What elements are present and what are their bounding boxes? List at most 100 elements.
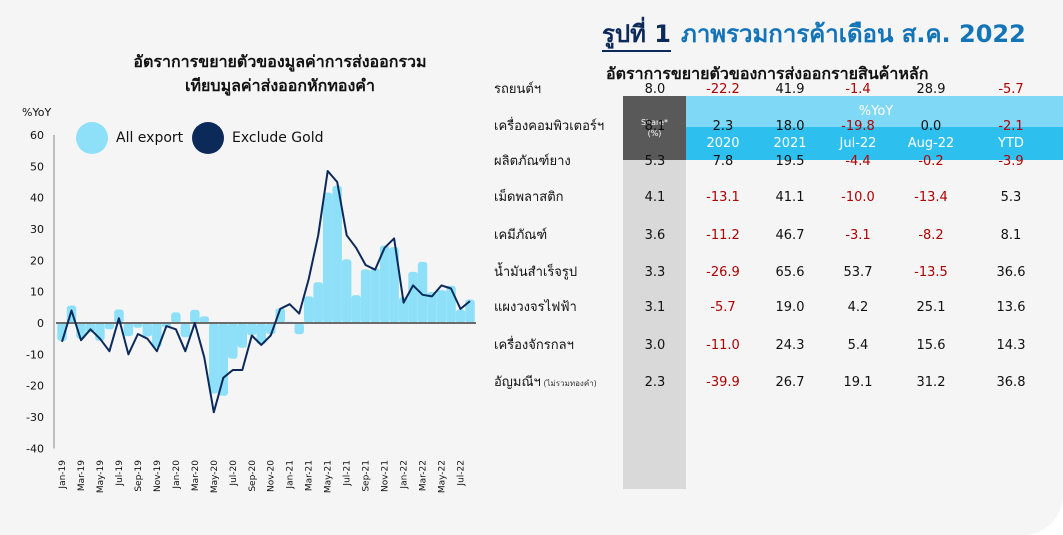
value-cell: 13.6	[996, 300, 1026, 315]
x-tick-label: Sep-20	[248, 460, 258, 492]
share-header: Share* (%)	[623, 96, 686, 160]
share-cell: 8.1	[644, 119, 666, 134]
area-bar-all-export	[351, 295, 361, 323]
share-cell: 3.1	[644, 300, 666, 315]
value-cell: 5.3	[1000, 190, 1022, 205]
share-header-line-2: (%)	[647, 129, 662, 138]
area-bar-all-export	[294, 323, 304, 335]
x-tick-label: Sep-21	[362, 460, 372, 492]
yoy-group-header: %YoY	[686, 96, 1063, 127]
area-bar-all-export	[436, 290, 447, 323]
row-label-text: ผลิตภัณฑ์ยาง	[494, 154, 571, 169]
row-label: เคมีภัณฑ์	[494, 226, 547, 246]
x-tick-label: May-22	[438, 460, 448, 493]
area-bar-all-export	[332, 185, 342, 323]
y-tick-label: 50	[30, 160, 44, 173]
value-cell: 28.9	[916, 82, 946, 97]
area-bar-all-export	[427, 291, 437, 323]
column-header-aug-22: Aug-22	[907, 136, 955, 151]
value-cell: -2.1	[998, 119, 1024, 134]
area-bar-all-export	[341, 259, 352, 323]
value-cell: 41.1	[775, 190, 805, 205]
value-cell: 19.5	[775, 154, 805, 169]
value-cell: -39.9	[706, 375, 740, 390]
value-cell: -5.7	[998, 82, 1024, 97]
line-exclude-gold	[61, 170, 471, 414]
value-cell: 25.1	[916, 300, 946, 315]
value-cell: 0.0	[920, 119, 942, 134]
y-tick-label: 60	[30, 129, 44, 142]
row-label: เม็ดพลาสติก	[494, 188, 564, 208]
area-bar-all-export	[370, 268, 380, 323]
x-tick-label: Mar-19	[77, 460, 87, 491]
x-tick-label: Jan-21	[286, 460, 296, 490]
row-label-text: เคมีภัณฑ์	[494, 228, 548, 243]
value-cell: 53.7	[843, 265, 873, 280]
value-cell: -22.2	[706, 82, 740, 97]
share-cell: 3.6	[644, 228, 666, 243]
area-bar-all-export	[199, 316, 210, 323]
row-label-text: เครื่องจักรกลฯ	[494, 338, 574, 353]
figure-heading: ภาพรวมการค้าเดือน ส.ค. 2022	[681, 20, 1026, 48]
value-cell: 15.6	[916, 338, 946, 353]
x-tick-label: Sep-19	[134, 460, 144, 492]
x-tick-label: Jan-19	[58, 460, 68, 490]
value-cell: 36.8	[996, 375, 1026, 390]
page-title: รูปที่ 1 ภาพรวมการค้าเดือน ส.ค. 2022	[602, 14, 1026, 53]
figure-number: รูปที่ 1	[602, 20, 671, 52]
share-cell: 3.0	[644, 338, 666, 353]
share-cell: 4.1	[644, 190, 666, 205]
area-bar-all-export	[104, 323, 115, 330]
legend-all-export: All export	[76, 122, 183, 154]
value-cell: 19.1	[843, 375, 873, 390]
chart-title-line-1: อัตราการขยายตัวของมูลค่าการส่งออกรวม	[133, 52, 427, 71]
column-header-jul-22: Jul-22	[839, 136, 877, 151]
x-tick-label: Jul-21	[343, 460, 353, 487]
value-cell: 19.0	[775, 300, 805, 315]
value-cell: 46.7	[775, 228, 805, 243]
value-cell: -4.4	[845, 154, 871, 169]
column-header-row	[686, 127, 1063, 160]
value-cell: 7.8	[712, 154, 734, 169]
row-label: เครื่องคอมพิวเตอร์ฯ	[494, 117, 604, 137]
y-tick-label: -10	[26, 348, 44, 361]
y-tick-label: 30	[30, 223, 44, 236]
value-cell: -0.2	[918, 154, 944, 169]
area-bar-all-export	[114, 309, 124, 323]
share-cell: 8.0	[644, 82, 666, 97]
column-header-2021: 2021	[773, 136, 807, 151]
area-bar-all-export	[133, 323, 143, 328]
share-header-line-1: Share*	[640, 118, 669, 127]
x-tick-label: Jul-22	[457, 460, 467, 487]
value-cell: 14.3	[996, 338, 1026, 353]
row-label: อัญมณีฯ (ไม่รวมทองคำ)	[494, 373, 597, 393]
x-tick-label: Nov-20	[267, 460, 277, 492]
row-label: รถยนต์ฯ	[494, 80, 541, 100]
chart-title: อัตราการขยายตัวของมูลค่าการส่งออกรวม เที…	[90, 50, 470, 98]
legend-swatch-all-export	[76, 122, 108, 154]
y-tick-label: 0	[37, 317, 44, 330]
x-tick-label: Mar-22	[419, 460, 429, 491]
x-tick-label: Mar-20	[191, 460, 201, 491]
y-tick-label: 10	[30, 286, 44, 299]
area-bar-all-export	[379, 245, 390, 323]
value-cell: 8.1	[1000, 228, 1022, 243]
value-cell: -19.8	[841, 119, 875, 134]
area-bar-all-export	[123, 323, 134, 337]
value-cell: -13.1	[706, 190, 740, 205]
value-cell: -13.4	[914, 190, 948, 205]
area-bar-all-export	[190, 309, 200, 323]
area-bar-all-export	[455, 309, 466, 323]
x-tick-label: Nov-21	[381, 460, 391, 492]
value-cell: 36.6	[996, 265, 1026, 280]
row-label: แผงวงจรไฟฟ้า	[494, 298, 577, 318]
area-bar-all-export	[417, 261, 428, 323]
y-tick-label: 40	[30, 192, 44, 205]
table-title: อัตราการขยายตัวของการส่งออกรายสินค้าหลัก	[606, 64, 929, 83]
area-bar-all-export	[389, 247, 399, 323]
x-tick-label: Mar-21	[305, 460, 315, 491]
value-cell: 31.2	[916, 375, 946, 390]
row-label: น้ำมันสำเร็จรูป	[494, 263, 577, 283]
area-bar-all-export	[237, 323, 248, 348]
